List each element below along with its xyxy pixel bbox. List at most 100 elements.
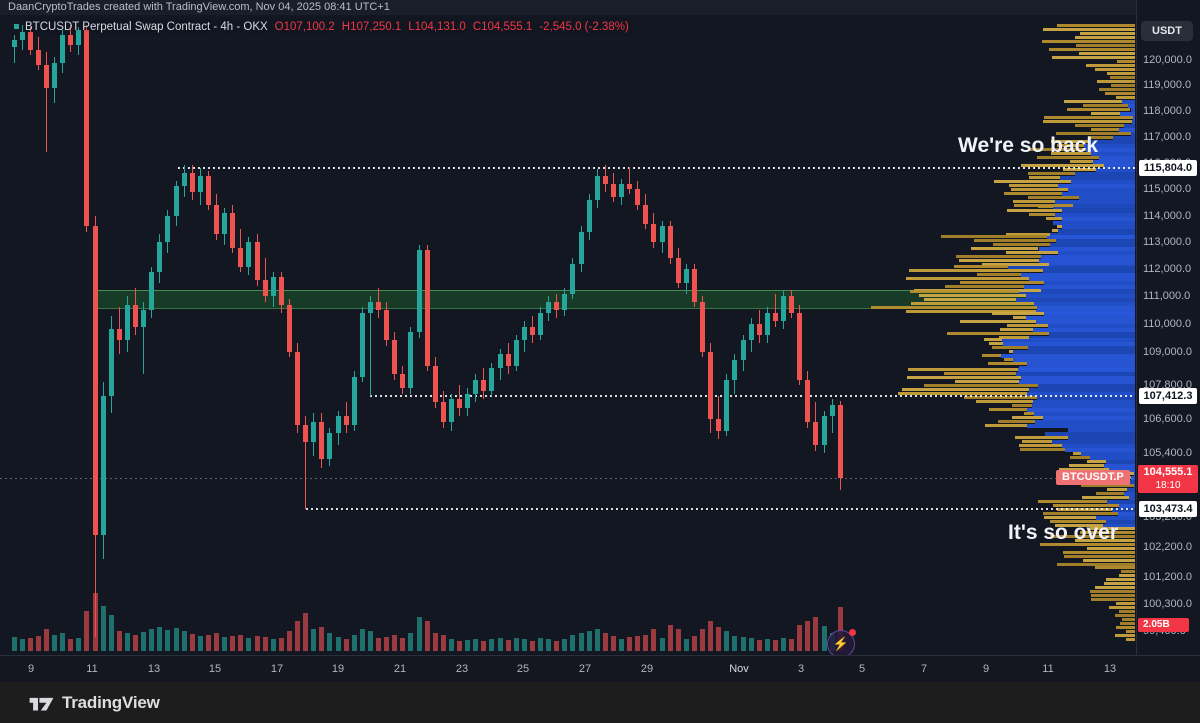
volume-profile-row-gold — [1095, 68, 1135, 71]
ohlc-value: C104,555.1 — [472, 21, 533, 33]
volume-profile-row-gold — [1115, 614, 1135, 617]
candle — [11, 39, 17, 48]
candle — [457, 399, 462, 408]
volume-bar — [805, 621, 811, 651]
volume-bar — [675, 629, 681, 651]
volume-profile-row-gold — [905, 277, 1029, 280]
volume-profile-row-blue — [1106, 500, 1135, 504]
time-axis[interactable]: 9 11 13 15 17 19 21 23 25 27 29 Nov 3 5 7 9 11 13 — [0, 655, 1200, 683]
volume-profile-row-blue — [1052, 440, 1135, 444]
volume-bar — [27, 638, 33, 651]
candle — [189, 173, 195, 192]
candle — [238, 247, 244, 267]
volume-bar — [351, 635, 357, 651]
candle — [92, 226, 98, 536]
volume-profile-row-blue — [1039, 259, 1135, 263]
volume-profile-row-gold — [1009, 350, 1013, 353]
volume-profile-row-blue — [1085, 148, 1135, 152]
volume-profile-row-gold — [1125, 630, 1135, 633]
time-tick: 13 — [1103, 663, 1117, 675]
volume-profile-row-gold — [908, 269, 1044, 272]
candle — [764, 312, 770, 335]
volume-profile-row-gold — [1069, 456, 1090, 459]
volume-bar — [238, 635, 244, 651]
notification-dot — [849, 629, 856, 636]
volume-bar — [619, 639, 624, 651]
volume-profile-row-blue — [1060, 176, 1135, 180]
volume-bar — [124, 633, 130, 651]
volume-bar — [254, 636, 260, 651]
volume-profile-row-blue — [1124, 492, 1135, 496]
volume-profile-row-blue — [1027, 408, 1135, 412]
price-axis[interactable]: 120,000.0119,000.0118,000.0117,000.0116,… — [1136, 0, 1200, 655]
volume-profile-row-gold — [1028, 172, 1075, 175]
ohlc-value: H107,250.1 — [341, 21, 402, 33]
volume-profile-row-gold — [1056, 24, 1135, 27]
volume-bar — [473, 639, 479, 651]
volume-profile-row-gold — [1056, 132, 1132, 135]
volume-profile-row-gold — [1083, 104, 1129, 107]
candle — [400, 373, 406, 388]
candle — [716, 419, 722, 431]
currency-toggle-button[interactable]: USDT — [1141, 21, 1193, 41]
volume-bar — [76, 638, 82, 651]
volume-bar — [716, 627, 722, 651]
support-zone — [95, 289, 1135, 309]
candle-wick — [45, 52, 47, 153]
volume-profile-row-gold — [1075, 124, 1125, 127]
volume-profile-row-gold — [1005, 251, 1059, 254]
candle — [157, 242, 163, 272]
volume-bar — [116, 631, 122, 651]
candle — [43, 65, 49, 88]
volume-profile-row-blue — [1057, 229, 1135, 233]
candle-wick — [143, 301, 145, 374]
candle — [246, 242, 252, 267]
volume-profile-row-gold — [1059, 468, 1109, 471]
volume-bar — [384, 637, 390, 651]
volume-profile-row-gold — [1062, 551, 1135, 554]
volume-profile-row-blue — [1113, 136, 1135, 140]
volume-profile-row-gold — [1103, 582, 1135, 585]
volume-profile-row-gold — [992, 346, 1028, 349]
ohlc-value: -2,545.0 (-2.38%) — [539, 21, 629, 33]
volume-profile-row-gold — [1090, 112, 1121, 115]
time-tick: 11 — [1042, 663, 1054, 675]
volume-bar — [602, 633, 608, 651]
candle — [311, 421, 317, 442]
volume-bar — [359, 629, 365, 651]
candle — [627, 183, 633, 190]
price-tick: 105,400.0 — [1143, 447, 1192, 460]
candle — [392, 340, 398, 374]
volume-profile-row-gold — [1122, 618, 1135, 621]
chart-legend: BTCUSDT Perpetual Swap Contract - 4h - O… — [14, 21, 629, 33]
price-tick: 118,000.0 — [1143, 104, 1192, 117]
volume-bar — [562, 639, 568, 651]
watermark-bar — [0, 0, 1200, 15]
candle — [286, 304, 292, 352]
volume-profile-row-gold — [1120, 570, 1135, 573]
volume-profile-row-gold — [970, 247, 1039, 250]
time-tick: 3 — [797, 663, 805, 675]
volume-profile-row-gold — [1043, 28, 1135, 31]
volume-profile-row-gold — [1028, 148, 1086, 151]
volume-bar — [781, 638, 786, 651]
volume-profile-row-gold — [1076, 44, 1135, 47]
volume-profile-row-blue — [1020, 376, 1135, 380]
boost-reaction-icon[interactable]: ⚡ — [827, 629, 856, 658]
volume-bar — [659, 638, 665, 651]
volume-profile-row-blue — [1089, 140, 1135, 144]
ohlc-values: O107,100.2 H107,250.1 L104,131.0 C104,555.1… — [268, 21, 629, 33]
volume-bar — [821, 626, 827, 651]
volume-bar — [538, 638, 543, 651]
time-tick: 23 — [455, 663, 469, 675]
volume-profile-row-blue — [1043, 269, 1135, 273]
volume-profile-row-gold — [1106, 488, 1128, 491]
volume-profile-row-gold — [1074, 36, 1135, 39]
candle — [27, 32, 33, 50]
candle — [60, 34, 66, 63]
price-tick: 115,000.0 — [1143, 183, 1192, 196]
tradingview-logo[interactable]: TradingView — [28, 692, 160, 714]
volume-bar — [748, 638, 754, 651]
candle-wick — [831, 399, 833, 434]
